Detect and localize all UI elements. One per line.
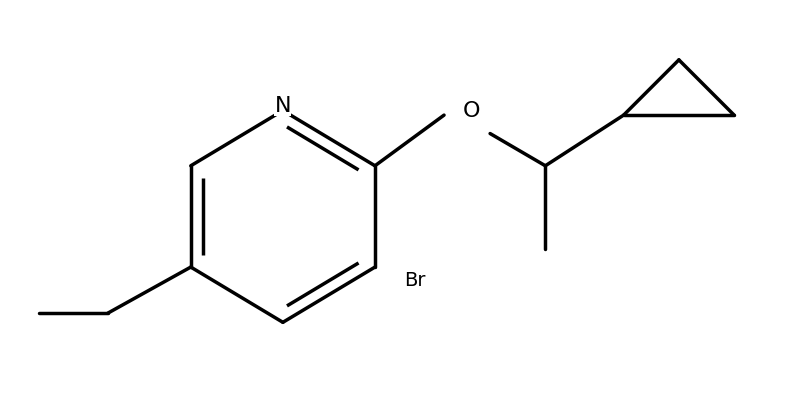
Text: Br: Br xyxy=(404,271,426,290)
Text: O: O xyxy=(463,101,481,120)
Text: N: N xyxy=(275,96,291,116)
